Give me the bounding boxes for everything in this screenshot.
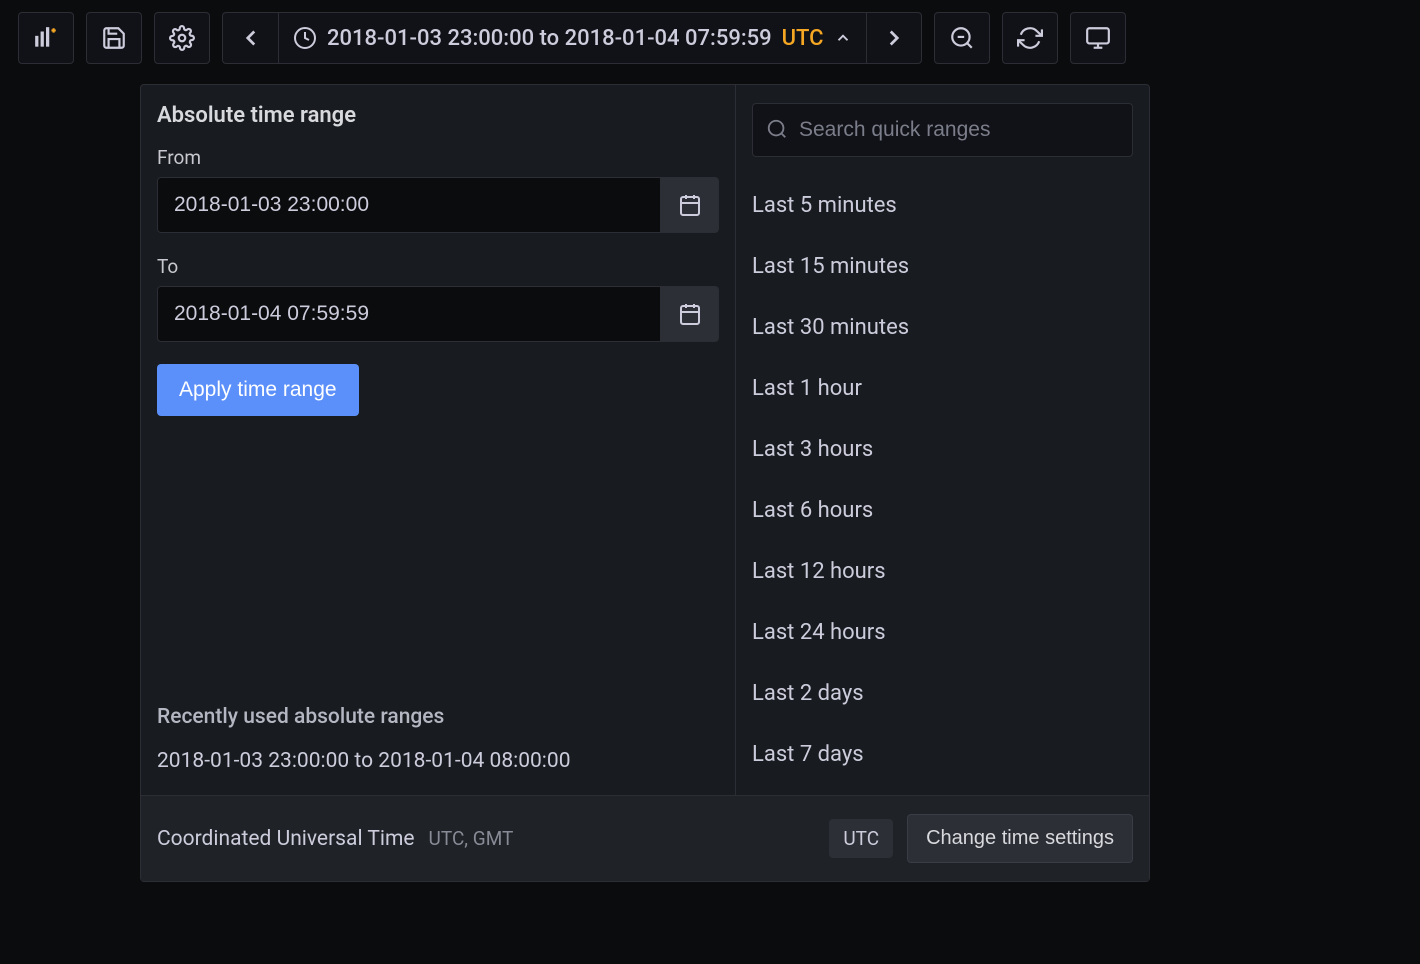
recent-list: 2018-01-03 23:00:00 to 2018-01-04 08:00:… [157,745,719,777]
add-panel-button[interactable] [18,12,74,64]
add-panel-icon [33,25,59,51]
refresh-icon [1017,25,1043,51]
quick-range-item[interactable]: Last 7 days [752,724,1133,785]
absolute-pane: Absolute time range From To Apply time r… [141,85,736,795]
time-prev-button[interactable] [222,12,278,64]
change-time-settings-button[interactable]: Change time settings [907,814,1133,863]
dropdown-body: Absolute time range From To Apply time r… [141,85,1149,795]
quick-range-item[interactable]: Last 5 minutes [752,175,1133,236]
quick-range-item[interactable]: Last 3 hours [752,419,1133,480]
calendar-icon [678,193,702,217]
from-calendar-button[interactable] [661,177,719,233]
monitor-icon [1085,25,1111,51]
top-toolbar: 2018-01-03 23:00:00 to 2018-01-04 07:59:… [0,0,1420,76]
chevron-right-icon [881,25,907,51]
calendar-icon [678,302,702,326]
time-nav-group: 2018-01-03 23:00:00 to 2018-01-04 07:59:… [222,12,922,64]
quick-range-item[interactable]: Last 15 minutes [752,236,1133,297]
footer-tz-abbr: UTC, GMT [429,827,514,850]
timepicker-button[interactable]: 2018-01-03 23:00:00 to 2018-01-04 07:59:… [278,12,866,64]
search-wrap [752,103,1133,157]
zoom-out-icon [949,25,975,51]
to-row [157,286,719,342]
quick-range-item[interactable]: Last 1 hour [752,358,1133,419]
time-next-button[interactable] [866,12,922,64]
to-label: To [157,255,719,278]
to-input[interactable] [157,286,661,342]
apply-button[interactable]: Apply time range [157,364,359,416]
from-row [157,177,719,233]
refresh-button[interactable] [1002,12,1058,64]
quick-pane: Last 5 minutesLast 15 minutesLast 30 min… [736,85,1149,795]
save-icon [101,25,127,51]
tv-mode-button[interactable] [1070,12,1126,64]
timepicker-dropdown: Absolute time range From To Apply time r… [140,84,1150,882]
save-button[interactable] [86,12,142,64]
quick-list: Last 5 minutesLast 15 minutesLast 30 min… [752,175,1133,785]
quick-range-item[interactable]: Last 24 hours [752,602,1133,663]
timezone-badge: UTC [782,26,824,51]
chevron-up-icon [834,29,852,47]
to-calendar-button[interactable] [661,286,719,342]
quick-range-item[interactable]: Last 30 minutes [752,297,1133,358]
clock-icon [293,26,317,50]
dropdown-footer: Coordinated Universal Time UTC, GMT UTC … [141,795,1149,881]
settings-button[interactable] [154,12,210,64]
from-input[interactable] [157,177,661,233]
search-icon [766,118,788,140]
chevron-left-icon [238,25,264,51]
time-range-text: 2018-01-03 23:00:00 to 2018-01-04 07:59:… [327,26,772,51]
quick-range-item[interactable]: Last 6 hours [752,480,1133,541]
from-label: From [157,146,719,169]
quick-range-item[interactable]: Last 12 hours [752,541,1133,602]
recent-range-item[interactable]: 2018-01-03 23:00:00 to 2018-01-04 08:00:… [157,745,719,777]
quick-search-input[interactable] [752,103,1133,157]
quick-range-item[interactable]: Last 2 days [752,663,1133,724]
gear-icon [169,25,195,51]
zoom-out-button[interactable] [934,12,990,64]
footer-tz-name: Coordinated Universal Time [157,827,415,851]
footer-utc-badge: UTC [829,819,893,858]
recent-title: Recently used absolute ranges [157,705,719,729]
absolute-title: Absolute time range [157,103,719,128]
